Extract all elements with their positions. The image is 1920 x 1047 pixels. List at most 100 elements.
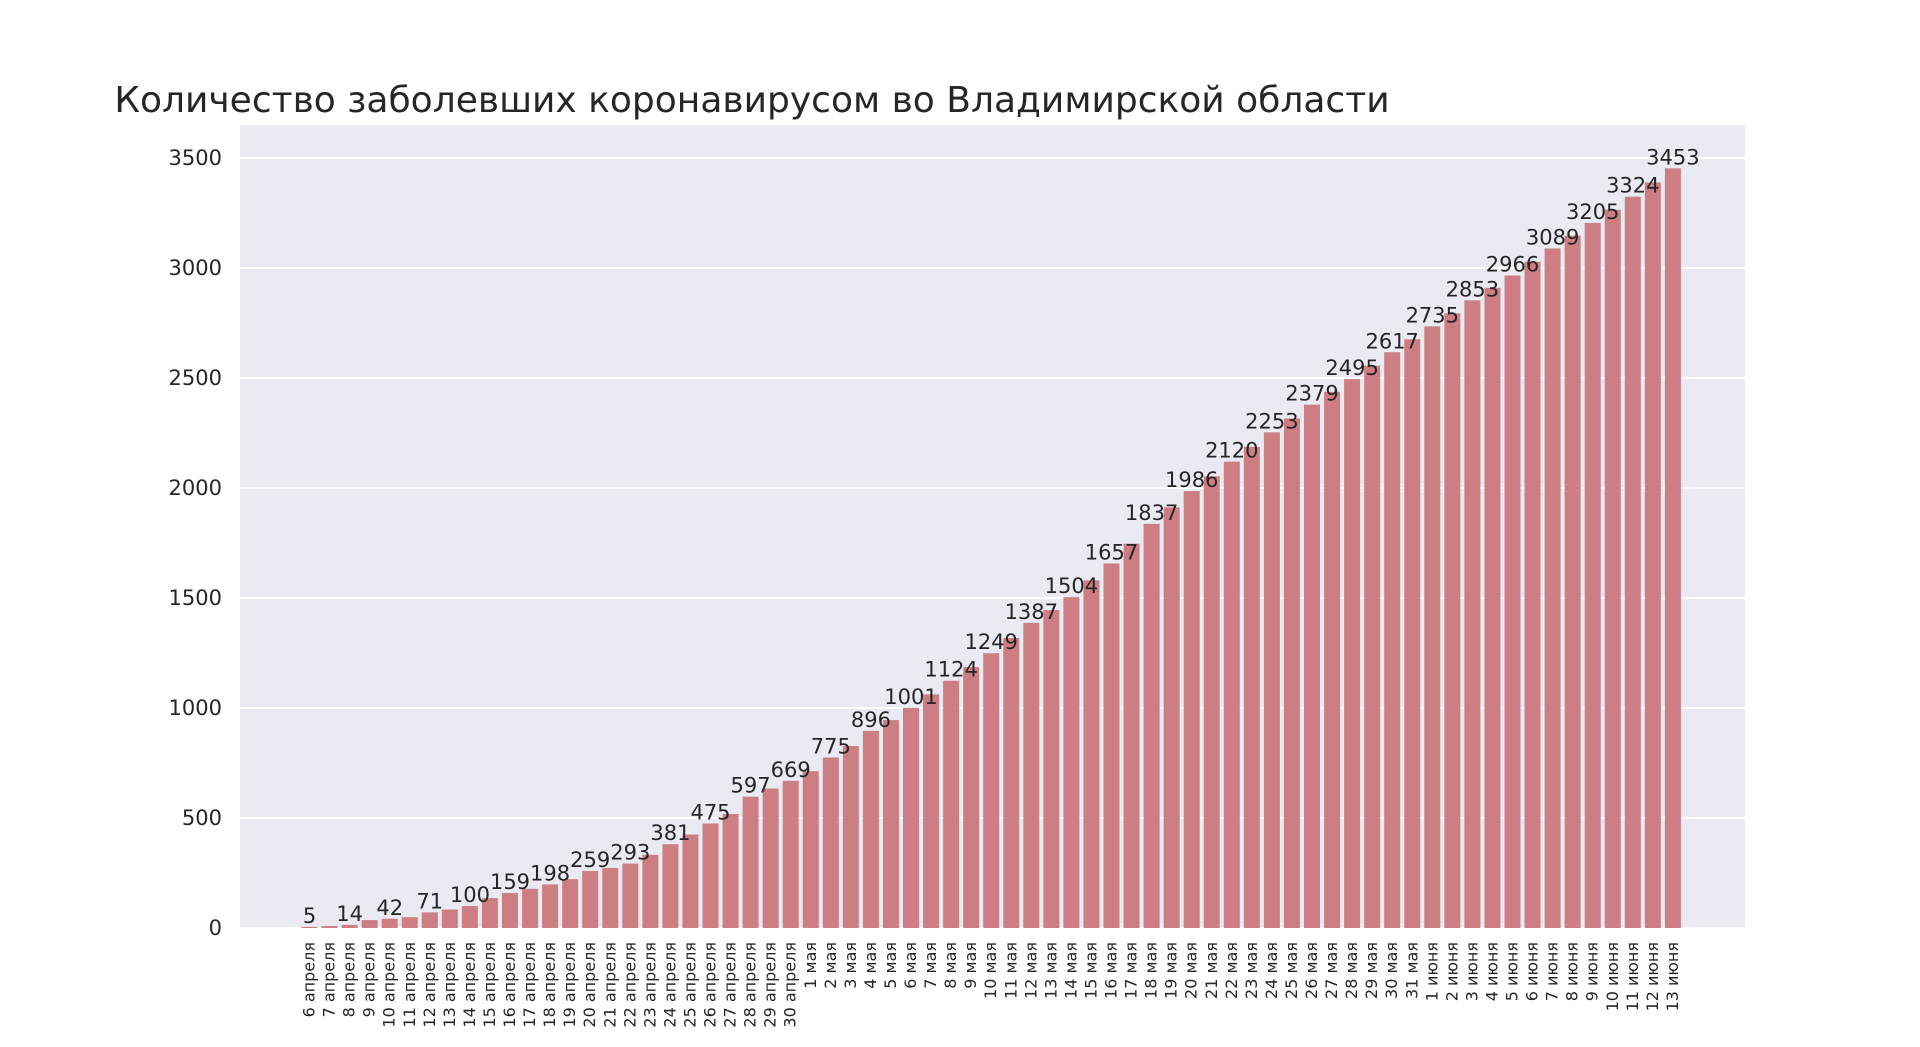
bar <box>1624 196 1641 929</box>
bar <box>502 893 518 928</box>
x-tick-label: 4 мая <box>861 942 880 989</box>
bar <box>862 730 879 928</box>
x-tick-label: 22 апреля <box>620 942 639 1028</box>
data-label: 1657 <box>1085 540 1138 564</box>
data-label: 1124 <box>924 658 977 682</box>
bar <box>1524 261 1541 929</box>
x-tick-label: 15 мая <box>1081 942 1100 999</box>
x-tick-label: 3 мая <box>841 942 860 989</box>
x-tick-label: 6 мая <box>901 942 920 989</box>
bar <box>923 694 940 928</box>
data-label: 42 <box>376 896 403 920</box>
bar <box>662 844 679 928</box>
x-tick-label: 8 мая <box>941 942 960 989</box>
data-label: 896 <box>851 708 891 732</box>
x-tick-label: 26 апреля <box>701 942 720 1028</box>
bar <box>1584 222 1601 928</box>
bar <box>1664 168 1681 929</box>
bar <box>1504 275 1521 929</box>
bar <box>1344 379 1361 929</box>
bar <box>1203 476 1220 928</box>
x-tick-label: 16 мая <box>1102 942 1121 999</box>
x-axis-ticks: 6 апреля 7 апреля 8 апреля 9 апреля 10 апрел… <box>300 942 1682 1028</box>
bar <box>562 879 579 928</box>
bar <box>1644 182 1661 929</box>
bar <box>1304 404 1320 928</box>
x-tick-label: 14 мая <box>1061 942 1080 999</box>
chart-title: Количество заболевших коронавирусом во В… <box>114 80 1389 121</box>
x-tick-label: 9 апреля <box>360 942 379 1017</box>
bar <box>1404 339 1421 928</box>
bar <box>1043 610 1060 928</box>
bar <box>1103 563 1120 928</box>
data-label: 159 <box>490 870 530 894</box>
data-label: 100 <box>450 883 490 907</box>
data-label: 381 <box>650 821 690 845</box>
x-tick-label: 28 апреля <box>741 942 760 1028</box>
y-tick-label: 2000 <box>169 476 222 500</box>
x-tick-label: 10 мая <box>981 942 1000 999</box>
bar <box>481 898 498 928</box>
bar <box>882 720 899 928</box>
bar <box>702 823 719 928</box>
x-tick-label: 28 мая <box>1342 942 1361 999</box>
x-tick-label: 8 июня <box>1563 942 1582 1001</box>
data-label: 1249 <box>964 630 1017 654</box>
bar <box>542 884 559 928</box>
bar <box>361 920 378 928</box>
x-tick-label: 9 мая <box>961 942 980 989</box>
x-tick-label: 22 мая <box>1222 942 1241 999</box>
data-label: 2379 <box>1285 382 1338 406</box>
x-tick-label: 2 мая <box>821 942 840 989</box>
bar <box>582 871 599 928</box>
bar <box>963 667 980 928</box>
bar <box>722 814 739 928</box>
bar <box>441 909 458 928</box>
bar <box>1604 209 1621 928</box>
bar <box>1283 418 1300 928</box>
data-label: 475 <box>690 801 730 825</box>
x-tick-label: 26 мая <box>1302 942 1321 999</box>
data-label: 1387 <box>1005 600 1058 624</box>
bar <box>622 863 639 928</box>
x-tick-label: 18 мая <box>1142 942 1161 999</box>
bar <box>1163 507 1180 928</box>
bar <box>401 917 418 928</box>
bar <box>762 788 779 928</box>
bar <box>1063 597 1080 928</box>
data-label: 259 <box>570 848 610 872</box>
x-tick-label: 30 мая <box>1382 942 1401 999</box>
bar <box>983 653 1000 928</box>
data-label: 597 <box>731 774 771 798</box>
bar <box>421 912 438 928</box>
x-tick-label: 18 апреля <box>540 942 559 1028</box>
data-label: 5 <box>303 904 316 928</box>
bar <box>1384 352 1401 928</box>
x-tick-label: 27 мая <box>1322 942 1341 999</box>
data-label: 1504 <box>1045 574 1098 598</box>
x-tick-label: 31 мая <box>1402 942 1421 999</box>
x-tick-label: 5 июня <box>1503 942 1522 1001</box>
bar <box>1444 313 1461 928</box>
bar <box>1123 543 1140 928</box>
bar <box>943 680 960 928</box>
bar <box>802 771 819 928</box>
data-label: 2735 <box>1406 303 1459 327</box>
bar <box>461 906 478 928</box>
y-tick-label: 0 <box>209 916 222 940</box>
data-label: 669 <box>771 758 811 782</box>
x-tick-label: 7 июня <box>1543 942 1562 1001</box>
x-tick-label: 11 июня <box>1623 942 1642 1011</box>
bar <box>1083 580 1100 928</box>
y-axis-ticks: 0 500 1000 1500 2000 2500 3000 3500 <box>169 146 222 940</box>
x-tick-label: 14 апреля <box>460 942 479 1028</box>
data-label: 198 <box>530 861 570 885</box>
data-label: 2495 <box>1325 356 1378 380</box>
bar <box>903 707 919 928</box>
y-tick-label: 3500 <box>169 146 222 170</box>
data-label: 293 <box>610 841 650 865</box>
x-tick-label: 11 апреля <box>400 942 419 1028</box>
bar <box>642 854 659 928</box>
x-tick-label: 24 мая <box>1262 942 1281 999</box>
x-tick-label: 12 апреля <box>420 942 439 1028</box>
